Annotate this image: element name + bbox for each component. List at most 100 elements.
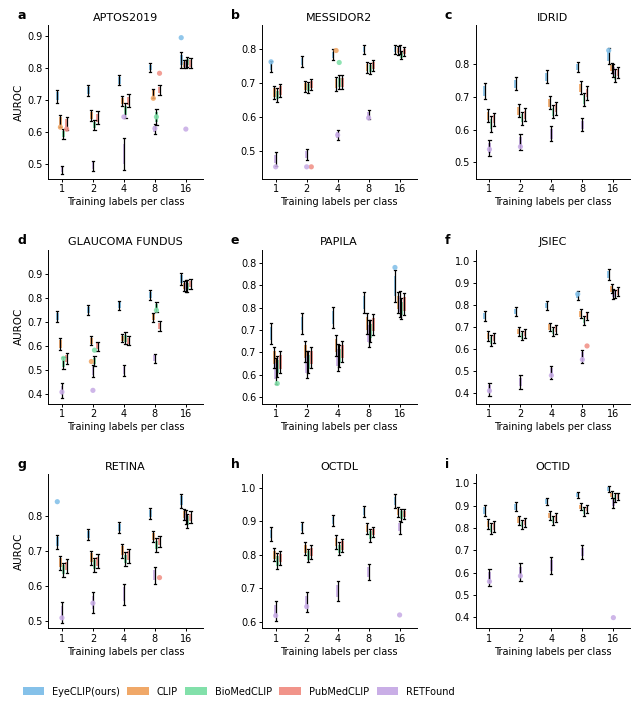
Bar (365, 64, 369, 71)
Bar (555, 327, 557, 332)
Text: b: b (231, 9, 239, 22)
Bar (310, 548, 313, 556)
Bar (56, 537, 59, 546)
Bar (363, 295, 365, 309)
Point (573, 288, 583, 300)
Text: d: d (17, 234, 26, 246)
Bar (269, 530, 273, 538)
Text: c: c (445, 9, 452, 22)
Bar (118, 302, 121, 308)
Bar (519, 378, 522, 386)
Bar (269, 327, 273, 340)
Text: h: h (231, 459, 239, 471)
Bar (616, 494, 620, 499)
Bar (518, 329, 520, 334)
Bar (118, 77, 121, 84)
Bar (304, 344, 307, 358)
Bar (486, 111, 490, 120)
Bar (336, 131, 339, 138)
Bar (367, 567, 370, 577)
Bar (611, 286, 613, 292)
Bar (581, 352, 584, 361)
Bar (614, 291, 616, 297)
Bar (369, 531, 372, 540)
Bar (548, 99, 551, 107)
Bar (92, 368, 94, 375)
Bar (189, 513, 192, 520)
Bar (548, 324, 551, 329)
Bar (65, 562, 68, 570)
Bar (273, 351, 276, 364)
Bar (183, 62, 186, 67)
Bar (152, 315, 155, 320)
Bar (304, 83, 307, 90)
Bar (273, 550, 276, 559)
Point (86, 356, 97, 367)
Bar (96, 114, 99, 122)
X-axis label: Training labels per class: Training labels per class (67, 647, 184, 657)
Bar (403, 510, 406, 518)
Point (604, 45, 614, 56)
Bar (59, 340, 62, 347)
Bar (520, 114, 524, 122)
Text: a: a (17, 9, 26, 22)
Bar (338, 78, 340, 87)
Bar (612, 67, 615, 75)
Text: i: i (445, 459, 449, 471)
Bar (305, 151, 308, 158)
X-axis label: Training labels per class: Training labels per class (280, 647, 398, 657)
Bar (155, 304, 158, 310)
Bar (155, 541, 158, 550)
Bar (550, 560, 553, 571)
Bar (301, 524, 303, 530)
Bar (155, 112, 158, 121)
Bar (515, 504, 517, 510)
Bar (611, 493, 613, 497)
Bar (307, 84, 310, 91)
Point (154, 67, 164, 79)
Point (90, 344, 100, 356)
Bar (184, 62, 188, 67)
Bar (152, 533, 155, 540)
Bar (184, 283, 188, 290)
Bar (341, 78, 344, 87)
Bar (158, 323, 161, 329)
Bar (180, 275, 182, 283)
Point (301, 161, 312, 173)
Bar (369, 65, 372, 72)
Title: APTOS2019: APTOS2019 (93, 13, 158, 23)
Point (394, 609, 404, 621)
Bar (579, 505, 582, 509)
Point (515, 570, 525, 581)
Bar (59, 117, 62, 125)
Point (151, 111, 161, 123)
Bar (581, 121, 584, 129)
Bar (341, 541, 344, 550)
Point (266, 56, 276, 67)
Bar (577, 293, 579, 298)
Bar (545, 303, 548, 308)
Bar (124, 334, 127, 342)
Bar (96, 557, 99, 566)
Bar (93, 358, 96, 364)
Bar (335, 339, 337, 352)
Point (577, 354, 588, 365)
Point (608, 612, 618, 623)
Bar (92, 596, 94, 608)
Point (515, 141, 525, 153)
Bar (611, 65, 613, 72)
Bar (493, 334, 495, 342)
Point (333, 129, 343, 141)
Bar (335, 537, 337, 546)
Title: RETINA: RETINA (105, 462, 146, 472)
Bar (483, 507, 486, 514)
Bar (180, 55, 182, 65)
Bar (61, 386, 63, 395)
Bar (545, 72, 548, 81)
Bar (61, 606, 63, 619)
Bar (372, 529, 374, 535)
Bar (127, 97, 130, 105)
Bar (124, 106, 127, 115)
Title: PAPILA: PAPILA (321, 237, 358, 248)
Bar (582, 95, 586, 104)
